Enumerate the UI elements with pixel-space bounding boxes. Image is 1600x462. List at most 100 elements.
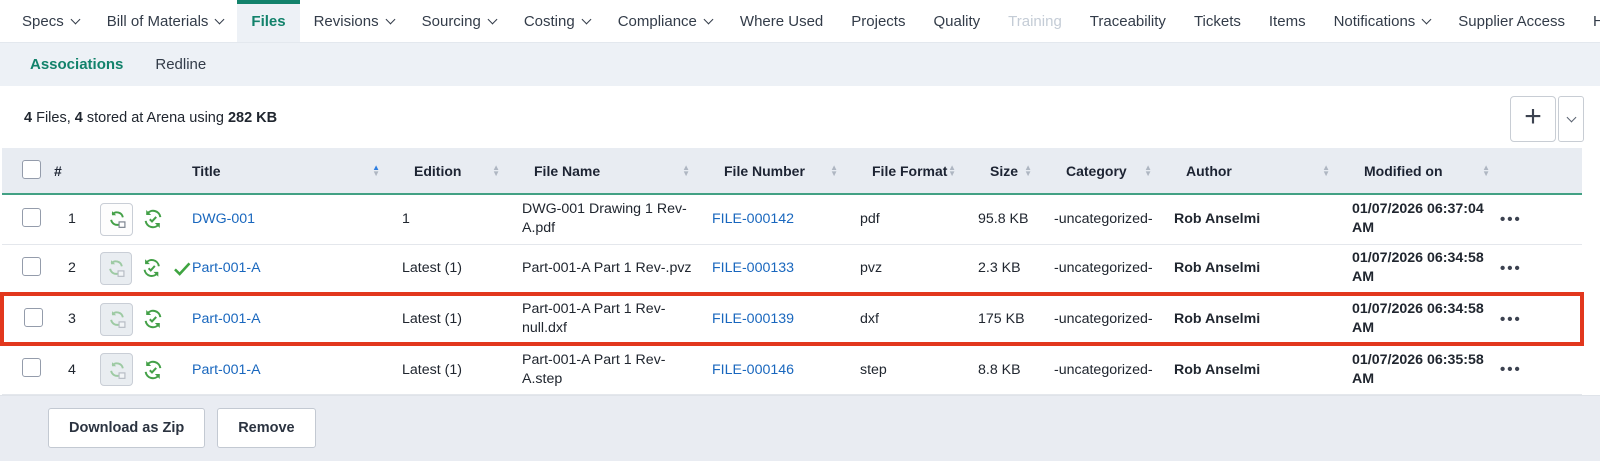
table-row: 2 Part-001-A Latest (1) Part-001-A Part … [2,244,1582,295]
add-file-dropdown-button[interactable] [1558,96,1584,142]
update-file-button[interactable] [100,353,133,387]
file-number-link[interactable]: FILE-000133 [712,260,795,277]
author-value: Rob Anselmi [1162,244,1340,295]
column-category[interactable]: Category [1066,162,1127,179]
tab-bill-of-materials[interactable]: Bill of Materials [93,0,238,42]
download-as-zip-button[interactable]: Download as Zip [48,408,206,448]
row-checkbox[interactable] [22,358,41,378]
tab-traceability[interactable]: Traceability [1076,0,1180,42]
sync-check-icon[interactable] [141,257,162,279]
tab-label: Files [251,12,286,30]
file-format-value: step [848,344,966,395]
sort-icons-file-number[interactable]: ▲ ▼ [830,162,838,178]
sort-icons-size[interactable]: ▲ ▼ [1024,162,1032,178]
chevron-down-icon [70,14,81,24]
category-value: -uncategorized- [1042,344,1162,395]
file-title-link[interactable]: Part-001-A [192,361,261,378]
item-tab-bar: Specs Bill of Materials Files Revisions … [0,0,1600,42]
file-name-value: Part-001-A Part 1 Rev-.pvz [522,259,692,276]
refresh-file-icon [109,311,125,328]
tab-compliance[interactable]: Compliance [604,0,726,42]
tab-label: Supplier Access [1458,12,1566,30]
tab-label: Items [1268,12,1306,30]
column-author[interactable]: Author [1186,162,1232,179]
row-actions-menu[interactable]: ••• [1500,259,1522,277]
row-checkbox[interactable] [22,256,41,276]
sort-icons-title[interactable]: ▲ ▼ [372,162,380,178]
column-file-number[interactable]: File Number [724,162,805,179]
column-file-name[interactable]: File Name [534,162,601,179]
file-number-link[interactable]: FILE-000146 [712,361,795,378]
tab-sourcing[interactable]: Sourcing [408,0,510,42]
tab-specs[interactable]: Specs [8,0,93,42]
size-value: 2.3 KB [966,244,1042,295]
size-value: 175 KB [966,292,1042,346]
size-value: 95.8 KB [966,193,1042,245]
file-name-value: DWG-001 Drawing 1 Rev-A.pdf [522,201,687,237]
file-title-link[interactable]: DWG-001 [192,211,256,228]
sort-icons-modified-on[interactable]: ▲ ▼ [1482,162,1490,178]
tab-label: Quality [933,12,981,30]
update-file-button[interactable] [100,251,133,285]
tab-revisions[interactable]: Revisions [300,0,408,42]
modified-on-value: 01/07/2026 06:37:04 AM [1352,201,1484,237]
sync-check-icon[interactable] [142,359,164,381]
category-value: -uncategorized- [1042,193,1162,245]
tab-notifications[interactable]: Notifications [1320,0,1445,42]
tab-projects[interactable]: Projects [837,0,919,42]
table-row-highlighted: 3 Part-001-A Latest (1) Part-001-A Part … [0,292,1584,346]
sync-check-icon[interactable] [142,308,164,330]
row-actions-menu[interactable]: ••• [1500,210,1522,228]
author-value: Rob Anselmi [1162,292,1340,346]
plus-icon: + [1524,100,1542,133]
row-checkbox[interactable] [22,207,41,227]
refresh-file-icon [109,211,125,229]
remove-button[interactable]: Remove [217,408,316,448]
update-file-button[interactable] [100,202,133,236]
edition-value: Latest (1) [390,344,510,395]
column-title[interactable]: Title [192,162,221,179]
file-number-link[interactable]: FILE-000139 [712,311,795,327]
column-edition[interactable]: Edition [414,162,462,179]
file-format-value: dxf [848,292,966,346]
column-modified-on[interactable]: Modified on [1364,162,1443,179]
tab-costing[interactable]: Costing [510,0,604,42]
column-size[interactable]: Size [990,162,1019,179]
column-file-format[interactable]: File Format [872,162,948,179]
add-file-button[interactable]: + [1510,96,1556,142]
tab-supplier-access[interactable]: Supplier Access [1444,0,1579,42]
row-actions-menu[interactable]: ••• [1500,310,1522,328]
file-number-link[interactable]: FILE-000142 [712,211,795,228]
tab-items[interactable]: Items [1255,0,1320,42]
sort-icons-file-name[interactable]: ▲ ▼ [682,162,690,178]
tab-label: Costing [523,12,575,30]
stored-label: stored at Arena using [82,110,228,126]
sort-icons-edition[interactable]: ▲ ▼ [492,162,500,178]
chevron-down-icon [581,14,592,24]
table-header: # Title ▲ ▼ Edition ▲ ▼ File Name ▲ ▼ File Num… [2,148,1582,194]
file-title-link[interactable]: Part-001-A [192,311,261,327]
sort-icons-category[interactable]: ▲ ▼ [1144,162,1152,178]
files-table: # Title ▲ ▼ Edition ▲ ▼ File Name ▲ ▼ File Num… [0,148,1584,395]
select-all-checkbox[interactable] [22,159,41,179]
table-row: 1 DWG-001 1 DWG-001 Drawing 1 Rev-A.pdf … [2,193,1582,245]
update-file-button[interactable] [100,302,133,336]
tab-files[interactable]: Files [237,0,300,42]
author-value: Rob Anselmi [1162,344,1340,395]
sort-icons-file-format[interactable]: ▲ ▼ [948,162,956,178]
row-checkbox[interactable] [24,307,43,327]
tab-history[interactable]: History [1579,0,1600,42]
footer-action-bar: Download as Zip Remove [0,394,1600,461]
file-format-value: pvz [848,244,966,295]
row-actions-menu[interactable]: ••• [1500,361,1522,379]
column-number: # [54,162,62,179]
subtab-redline[interactable]: Redline [155,56,207,73]
tab-tickets[interactable]: Tickets [1180,0,1255,42]
sync-check-icon[interactable] [142,208,164,230]
file-title-link[interactable]: Part-001-A [192,260,261,277]
tab-quality[interactable]: Quality [919,0,994,42]
sort-icons-author[interactable]: ▲ ▼ [1322,162,1330,178]
row-number: 1 [54,193,96,245]
subtab-associations[interactable]: Associations [30,56,124,73]
tab-where-used[interactable]: Where Used [726,0,837,42]
